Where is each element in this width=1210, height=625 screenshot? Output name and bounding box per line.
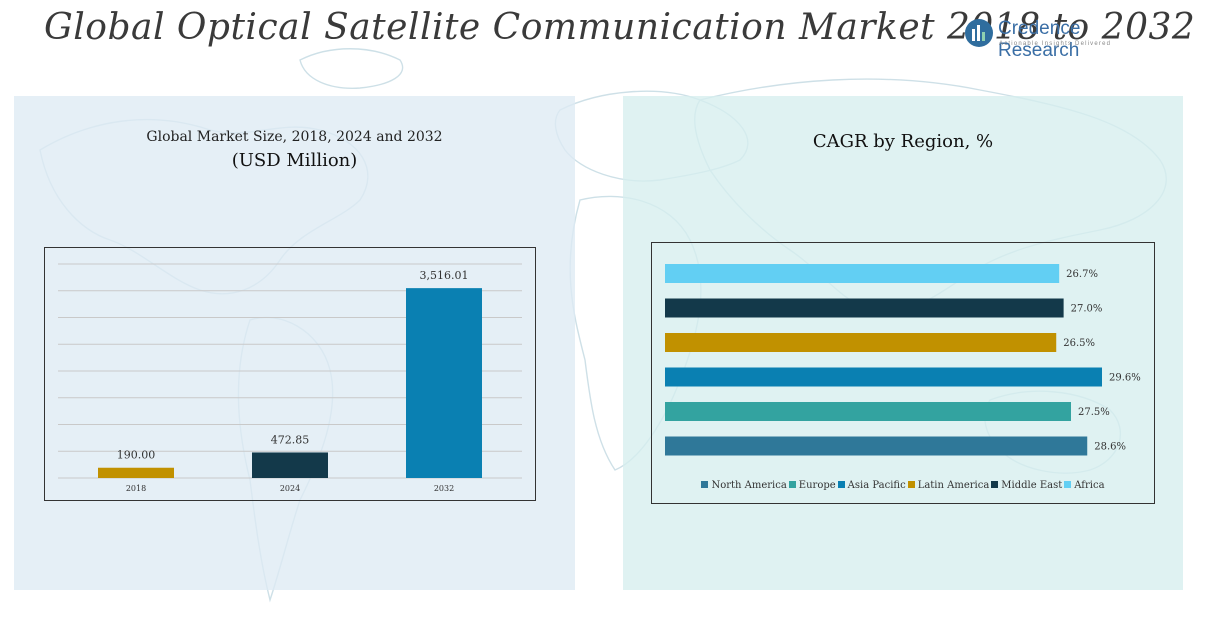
legend-item: North America xyxy=(701,480,787,491)
bar-series: 190.00 2018 472.85 2024 3,516.01 2032 xyxy=(98,269,482,493)
chart-frame xyxy=(44,247,536,501)
cagr-legend: North America Europe Asia Pacific Latin Ame… xyxy=(651,480,1155,491)
legend-label: Latin America xyxy=(917,480,990,491)
brand-tagline: Actionable Insights Delivered xyxy=(999,41,1112,47)
hbar-latin-america xyxy=(665,333,1057,352)
hbar-north-america xyxy=(665,436,1088,456)
hbar-value-label: 27.0% xyxy=(1071,304,1103,315)
legend-swatch xyxy=(907,481,915,488)
hbar-value-label: 29.6% xyxy=(1109,373,1141,384)
legend-item: Africa xyxy=(1064,480,1105,491)
legend-label: Middle East xyxy=(1001,480,1063,491)
legend-item: Middle East xyxy=(991,480,1062,491)
bar-value-label: 472.85 xyxy=(271,433,310,446)
page-title: Global Optical Satellite Communication M… xyxy=(44,7,1196,48)
market-size-subtitle: Global Market Size, 2018, 2024 and 2032 xyxy=(146,129,443,145)
bar-2024 xyxy=(252,452,328,478)
brand-name: Credence Research xyxy=(998,18,1081,61)
cagr-chart-svg: 28.6% 27.5% 29.6% 26.5% 27.0% 26.7% xyxy=(651,242,1155,504)
hbar-series: 28.6% 27.5% 29.6% 26.5% 27.0% 26.7% xyxy=(665,264,1141,456)
hbar-value-label: 26.5% xyxy=(1063,338,1095,349)
x-tick-label: 2024 xyxy=(280,484,300,493)
bar-value-label: 3,516.01 xyxy=(420,269,469,282)
legend-swatch xyxy=(701,481,709,488)
legend-item: Latin America xyxy=(907,480,990,491)
market-size-unit: (USD Million) xyxy=(231,150,358,171)
legend-swatch xyxy=(991,481,999,488)
hbar-asia-pacific xyxy=(665,367,1102,387)
brand-logo: Credence Research Actionable Insights De… xyxy=(964,16,1164,61)
chart-frame xyxy=(651,242,1155,504)
hbar-europe xyxy=(665,402,1071,421)
hbar-africa xyxy=(665,264,1060,283)
cagr-chart: 28.6% 27.5% 29.6% 26.5% 27.0% 26.7% North Ame… xyxy=(651,242,1155,504)
bar-value-label: 190.00 xyxy=(117,449,156,462)
legend-item: Europe xyxy=(788,480,836,491)
legend-label: Europe xyxy=(798,480,836,491)
market-size-chart-svg: 190.00 2018 472.85 2024 3,516.01 2032 xyxy=(44,247,536,501)
legend-label: Africa xyxy=(1074,480,1105,491)
market-size-chart: 190.00 2018 472.85 2024 3,516.01 2032 xyxy=(44,247,536,501)
legend-label: North America xyxy=(711,480,787,491)
bar-2018 xyxy=(98,467,174,478)
legend-label: Asia Pacific xyxy=(847,480,906,491)
brand-logo-icon xyxy=(965,19,993,47)
hbar-value-label: 26.7% xyxy=(1066,269,1098,280)
hbar-middle-east xyxy=(665,298,1064,318)
x-tick-label: 2032 xyxy=(434,484,454,493)
x-tick-label: 2018 xyxy=(126,484,146,493)
cagr-subtitle: CAGR by Region, % xyxy=(812,131,994,152)
bar-2032 xyxy=(406,288,482,478)
legend-swatch xyxy=(837,481,845,488)
legend-swatch xyxy=(1064,481,1072,488)
hbar-value-label: 27.5% xyxy=(1078,407,1110,418)
hbar-value-label: 28.6% xyxy=(1094,442,1126,453)
legend-swatch xyxy=(788,481,796,488)
legend-item: Asia Pacific xyxy=(837,480,906,491)
